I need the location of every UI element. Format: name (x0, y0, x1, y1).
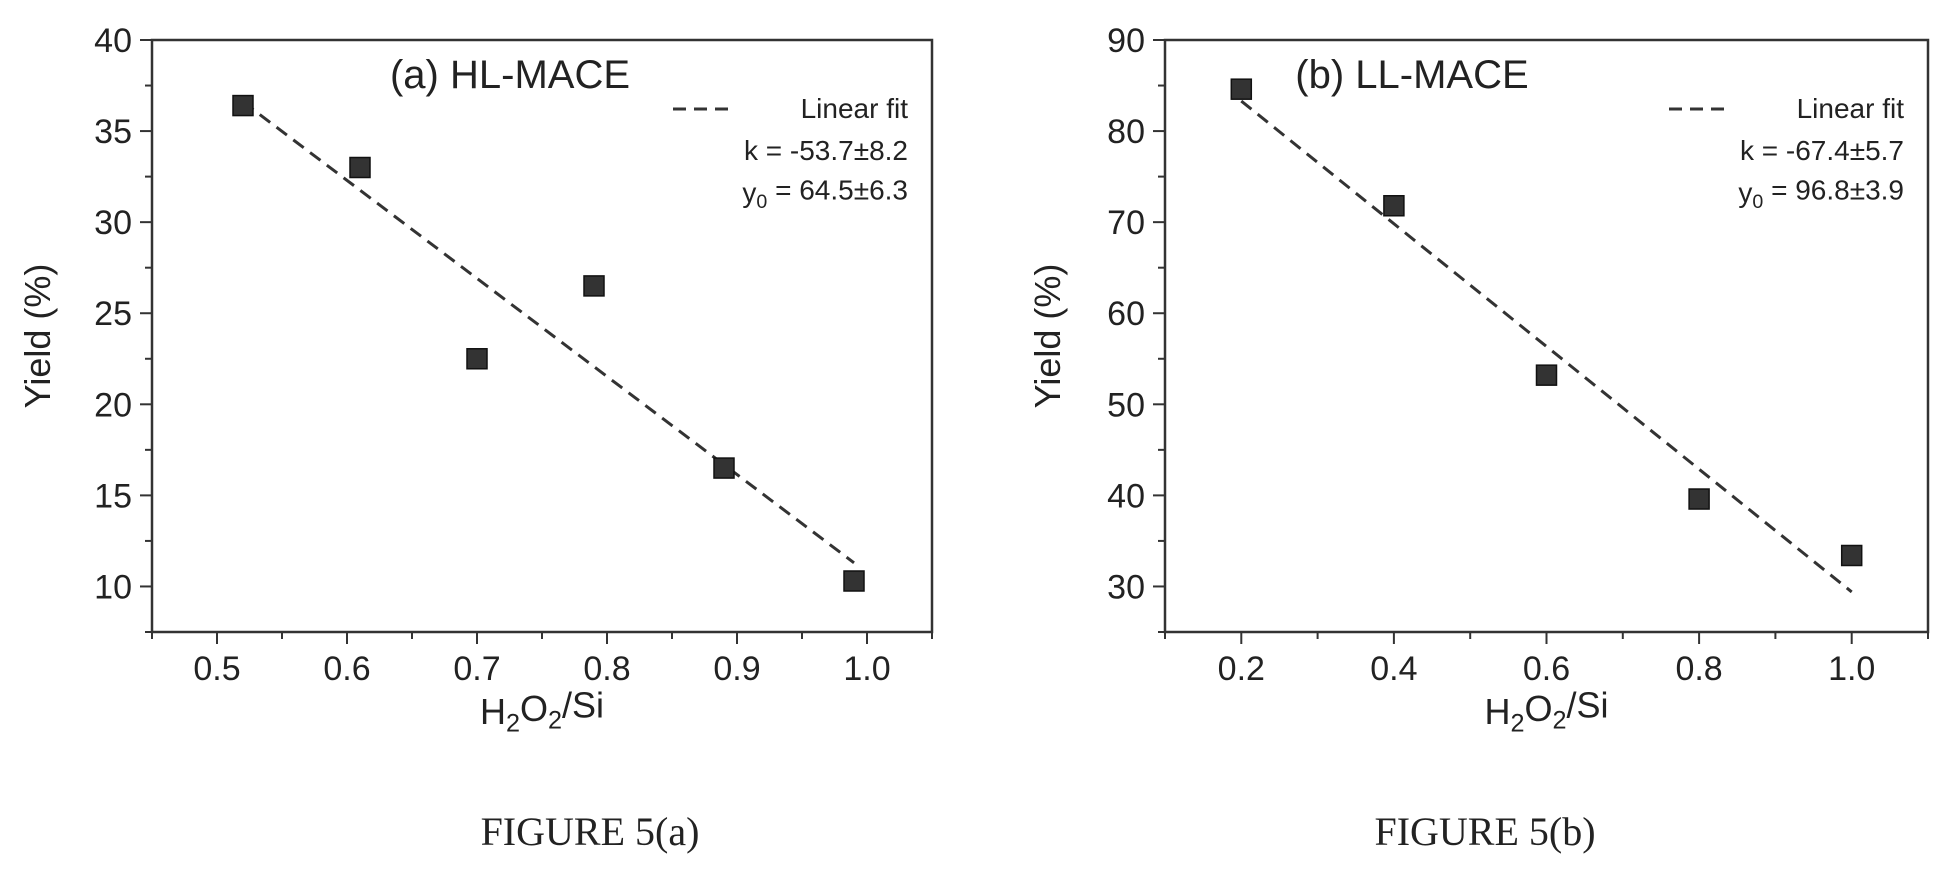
y-tick-label: 90 (1107, 22, 1145, 60)
fit-parameter-annotation: k = -53.7±8.2 (744, 135, 908, 166)
plot-frame (150, 38, 934, 634)
data-point (583, 275, 605, 297)
x-tick-label: 0.7 (453, 650, 500, 688)
y-tick-label: 35 (94, 113, 132, 151)
x-axis-label: H2​O2​/Si (1484, 685, 1608, 738)
fit-parameter-annotation: y0​ = 64.5±6.3 (742, 174, 908, 212)
chart-title: (a) HL-MACE (390, 53, 630, 97)
data-point (1383, 195, 1405, 217)
x-tick-label: 0.6 (1523, 650, 1570, 688)
fit-parameter-annotation: k = -67.4±5.7 (1740, 135, 1904, 166)
y-tick-label: 10 (94, 568, 132, 606)
chart-a: 0.5 0.6 0.7 0.8 0.9 1.0 10 15 20 25 30 35 40 H2​O2​/S… (17, 22, 934, 738)
legend-label: Linear fit (1797, 93, 1905, 124)
linear-fit-line (242, 100, 855, 564)
y-tick-label: 60 (1107, 295, 1145, 333)
legend-label: Linear fit (801, 93, 909, 124)
y-tick-label: 70 (1107, 204, 1145, 242)
y-axis-label: Yield (%) (1027, 264, 1068, 409)
y-tick-label: 40 (1107, 477, 1145, 515)
y-tick-label: 25 (94, 295, 132, 333)
y-tick-label: 80 (1107, 113, 1145, 151)
figure-caption-a: FIGURE 5(a) (480, 809, 700, 854)
y-tick-label: 15 (94, 477, 132, 515)
y-tick-label: 40 (94, 22, 132, 60)
data-point (1840, 544, 1863, 567)
x-tick-label: 1.0 (1828, 650, 1875, 688)
data-point (713, 457, 735, 479)
data-point (1688, 488, 1710, 510)
chart-b: 0.2 0.4 0.6 0.8 1.0 30 40 50 60 70 80 90 H2​O2​/Si Yi… (1027, 22, 1930, 738)
x-tick-label: 0.8 (1675, 650, 1722, 688)
y-axis-label: Yield (%) (17, 264, 58, 409)
x-tick-label: 1.0 (843, 650, 890, 688)
y-tick-label: 30 (94, 204, 132, 242)
x-tick-label: 0.9 (713, 650, 760, 688)
x-tick-label: 0.2 (1218, 650, 1265, 688)
x-tick-label: 0.4 (1370, 650, 1417, 688)
x-tick-label: 0.5 (193, 650, 240, 688)
linear-fit-line (1240, 99, 1853, 594)
x-tick-label: 0.8 (583, 650, 630, 688)
figure-caption-b: FIGURE 5(b) (1374, 809, 1596, 854)
data-point (843, 570, 865, 592)
plot-frame (1163, 38, 1930, 634)
data-point (349, 156, 371, 179)
x-tick-label: 0.6 (323, 650, 370, 688)
y-tick-label: 20 (94, 386, 132, 424)
chart-title: (b) LL-MACE (1295, 53, 1528, 97)
y-tick-label: 30 (1107, 568, 1145, 606)
y-tick-label: 50 (1107, 386, 1145, 424)
data-point (232, 94, 254, 117)
x-axis-label: H2​O2​/Si (480, 685, 604, 738)
data-point (1535, 364, 1558, 386)
fit-parameter-annotation: y0​ = 96.8±3.9 (1738, 174, 1904, 212)
data-point (1230, 78, 1253, 100)
data-point (466, 348, 488, 370)
